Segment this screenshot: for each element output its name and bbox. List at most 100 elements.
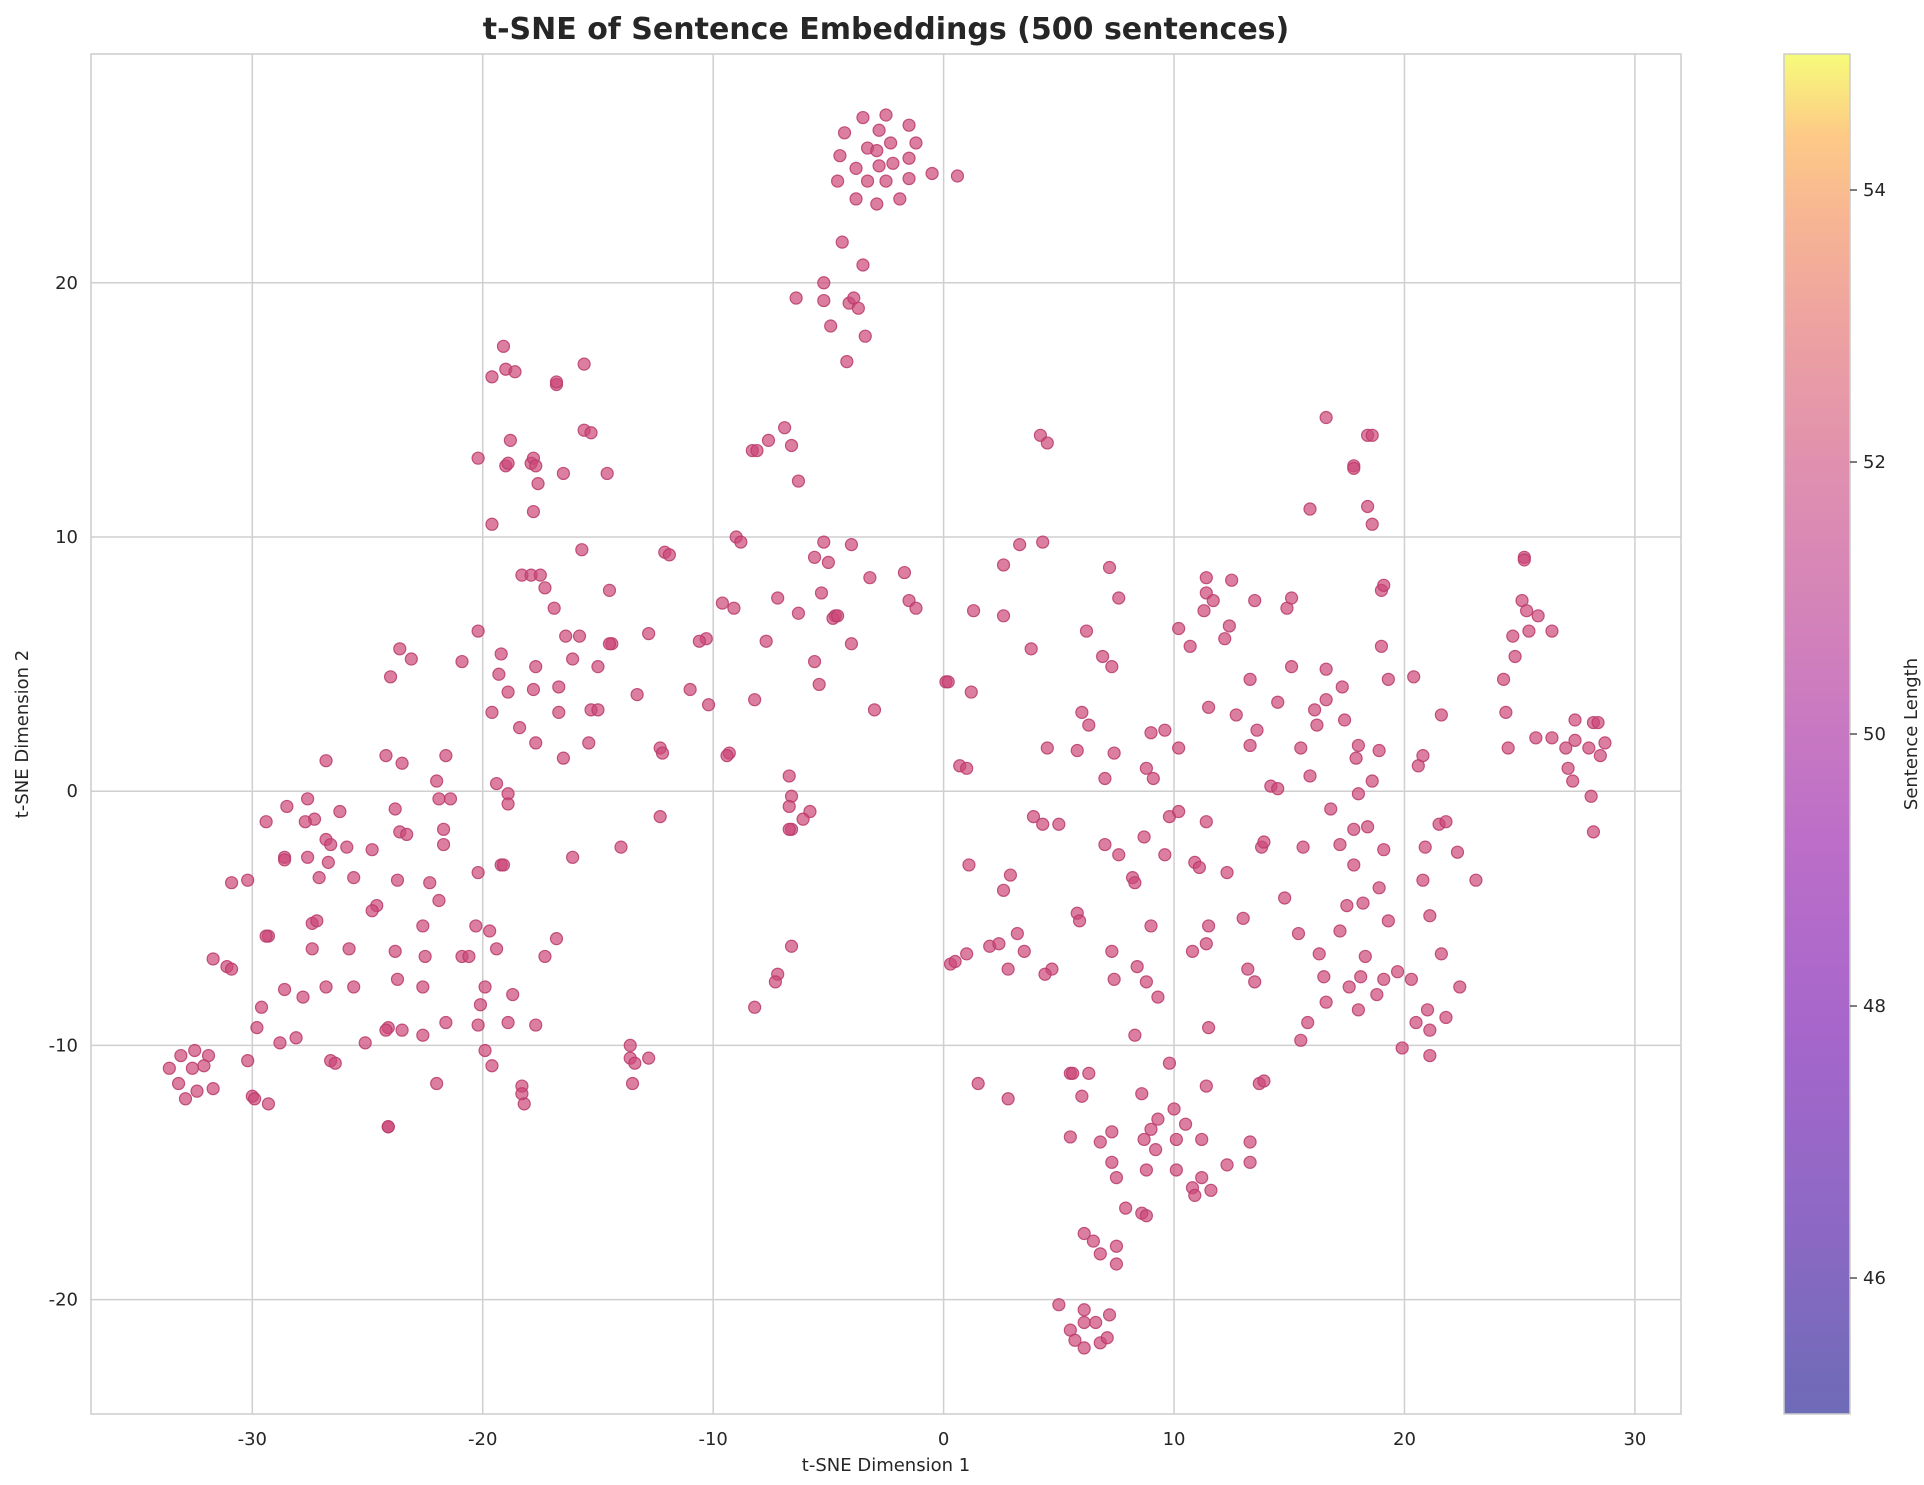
data-point	[301, 792, 315, 806]
data-point	[782, 769, 796, 783]
data-point	[1089, 1315, 1103, 1330]
data-point	[485, 1059, 499, 1073]
data-point	[1317, 970, 1331, 984]
data-point	[1093, 1247, 1107, 1261]
data-point	[1119, 1201, 1133, 1215]
y-tick-label: -20	[49, 1290, 78, 1311]
data-point	[1105, 1125, 1119, 1139]
data-point	[662, 548, 676, 562]
data-point	[529, 736, 543, 750]
data-point	[1372, 881, 1386, 895]
data-point	[1082, 718, 1096, 732]
data-point	[365, 904, 379, 918]
data-point	[529, 459, 543, 473]
data-point	[1026, 810, 1041, 824]
data-point	[1220, 1158, 1234, 1172]
x-tick-label: 30	[1623, 1429, 1646, 1450]
data-point	[727, 601, 741, 615]
data-point	[577, 357, 591, 371]
data-point	[1294, 741, 1308, 755]
data-point	[1407, 670, 1421, 684]
data-point	[1324, 802, 1338, 816]
data-point	[1434, 708, 1448, 722]
colorbar-tick-label: 54	[1863, 180, 1886, 201]
data-point	[1086, 1234, 1100, 1248]
data-point	[501, 685, 515, 699]
data-point	[1559, 741, 1573, 755]
data-point	[473, 998, 488, 1012]
data-point	[1001, 1092, 1015, 1106]
y-tick-label: 0	[67, 781, 78, 802]
data-point	[1351, 738, 1365, 753]
data-point	[1151, 1112, 1165, 1126]
data-point	[1172, 741, 1186, 755]
data-point	[496, 858, 511, 872]
data-point	[241, 1054, 255, 1068]
data-point	[1586, 825, 1601, 839]
data-point	[893, 192, 907, 206]
data-point	[277, 982, 292, 997]
data-point	[1202, 919, 1216, 933]
data-point	[531, 477, 545, 491]
data-point	[715, 596, 729, 610]
data-point	[720, 749, 734, 763]
data-point	[1001, 962, 1015, 976]
data-point	[1517, 553, 1531, 567]
data-points	[162, 108, 1612, 1355]
data-point	[485, 370, 499, 384]
data-point	[1284, 591, 1299, 605]
data-point	[1185, 944, 1200, 958]
data-point	[1561, 761, 1575, 775]
data-point	[1434, 947, 1448, 961]
data-point	[1202, 700, 1216, 714]
data-point	[1128, 1028, 1142, 1042]
data-point	[171, 1076, 186, 1091]
data-point	[1584, 789, 1598, 803]
data-point	[1342, 980, 1356, 994]
data-point	[365, 843, 379, 857]
data-point	[748, 693, 762, 707]
data-point	[1105, 1155, 1119, 1169]
data-point	[782, 822, 796, 836]
data-point	[572, 629, 587, 643]
data-point	[1308, 703, 1322, 717]
data-point	[489, 776, 504, 791]
data-point	[1377, 578, 1391, 592]
data-point	[340, 840, 354, 854]
data-point	[347, 871, 361, 885]
data-point	[1351, 1003, 1365, 1017]
data-point	[549, 932, 564, 946]
data-point	[1248, 975, 1262, 989]
data-point	[863, 571, 877, 585]
data-point	[533, 568, 547, 582]
data-point	[1204, 1183, 1218, 1197]
data-point	[1082, 1066, 1096, 1080]
data-point	[884, 136, 898, 150]
data-point	[261, 1097, 276, 1111]
data-point	[653, 810, 667, 824]
data-point	[782, 799, 796, 814]
data-point	[1566, 774, 1580, 788]
data-point	[941, 675, 955, 689]
data-point	[1582, 741, 1596, 755]
data-point	[748, 1000, 762, 1014]
data-point	[1139, 1163, 1153, 1177]
data-point	[552, 705, 566, 719]
data-point	[1220, 865, 1234, 880]
data-point	[1225, 573, 1239, 587]
data-point	[1105, 944, 1119, 958]
data-point	[1506, 629, 1520, 643]
data-point	[768, 975, 782, 989]
data-point	[655, 746, 670, 760]
data-point	[250, 1021, 264, 1035]
data-point	[1349, 751, 1363, 765]
data-point	[1453, 980, 1467, 994]
data-point	[526, 504, 541, 519]
data-point	[1374, 639, 1389, 653]
x-tick-label: 10	[1163, 1429, 1186, 1450]
x-tick-label: 20	[1393, 1429, 1416, 1450]
data-point	[1010, 926, 1024, 941]
data-point	[1024, 642, 1038, 656]
data-point	[1250, 723, 1264, 737]
data-point	[837, 126, 852, 140]
